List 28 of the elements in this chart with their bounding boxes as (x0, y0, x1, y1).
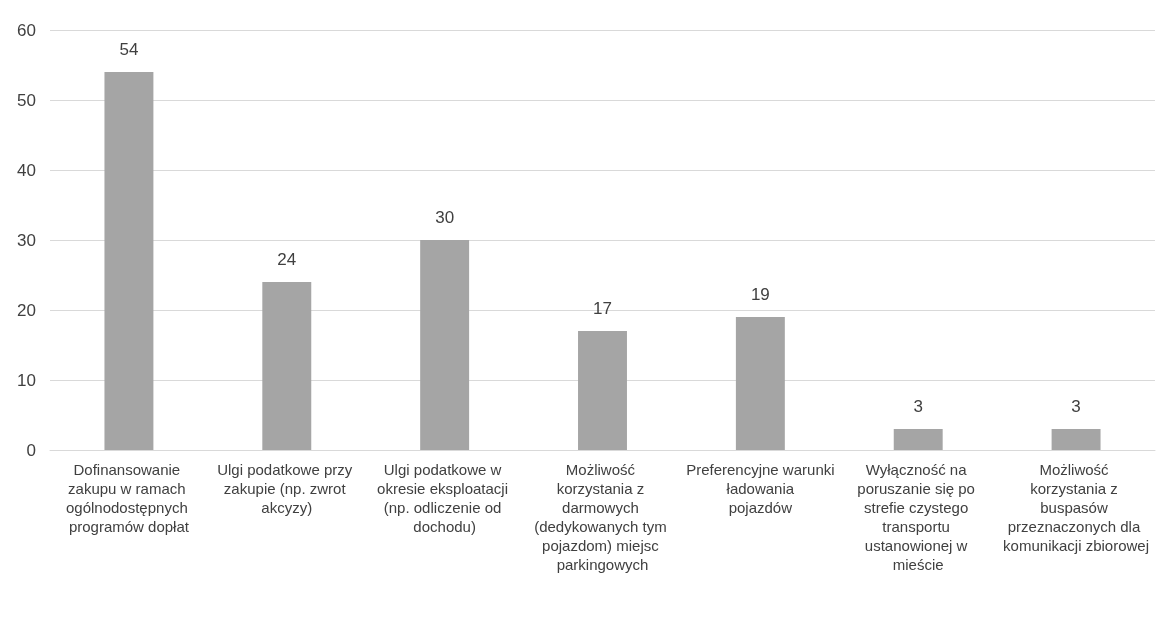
bar (1051, 429, 1101, 450)
data-label: 3 (1071, 397, 1081, 416)
y-tick-label: 40 (17, 160, 36, 180)
data-label: 19 (750, 285, 770, 304)
x-tick-label: Ulgi podatkowe w okresie eksploatacji (np. odliczenie od dochodu) (377, 461, 513, 535)
bar (893, 429, 943, 450)
x-tick-label: Wyłączność na poruszanie się po strefie czystego transportu ustanowionej w mieście (857, 461, 980, 573)
y-tick-label: 10 (17, 370, 36, 390)
y-tick-label: 60 (17, 20, 36, 40)
y-tick-label: 30 (17, 230, 36, 250)
bar (262, 282, 312, 450)
x-tick-label: Możliwość korzystania z darmowych (dedykowanych tym pojazdom) miejsc parkingowych (534, 461, 671, 573)
data-label: 54 (119, 40, 139, 59)
data-label: 17 (593, 299, 612, 318)
y-tick-label: 0 (26, 440, 36, 460)
bar (104, 72, 154, 450)
x-tick-label: Ulgi podatkowe przy zakupie (np. zwrot akcyzy) (217, 461, 357, 516)
x-tick-label: Preferencyjne warunki ładowania pojazdów (686, 461, 835, 516)
y-tick-label: 50 (17, 90, 36, 110)
bar (420, 240, 470, 450)
x-tick-label: Możliwość korzystania z buspasów przeznaczonych dla komunikacji zbiorowej (1003, 461, 1150, 554)
bar (735, 317, 785, 450)
bar (578, 331, 627, 450)
y-tick-label: 20 (17, 300, 36, 320)
data-label: 24 (277, 250, 297, 269)
data-label: 3 (913, 397, 923, 416)
x-tick-label: Dofinansowanie zakupu w ramach ogólnodostępnych programów dopłat (65, 461, 192, 535)
data-label: 30 (435, 208, 455, 227)
